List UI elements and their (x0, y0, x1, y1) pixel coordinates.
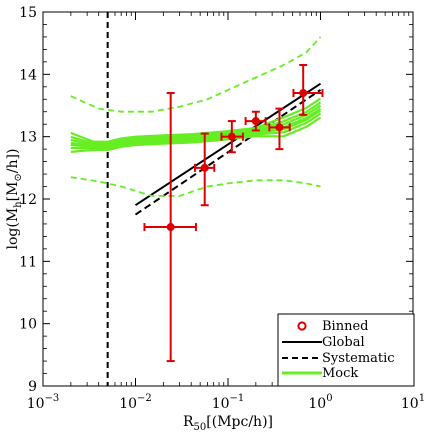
legend-mock-label: Mock (322, 366, 358, 381)
binned-marker (299, 89, 308, 98)
legend-systematic-label: Systematic (322, 351, 395, 366)
legend-global-label: Global (322, 335, 365, 350)
x-tick-label: 101 (401, 393, 425, 412)
x-tick-label: 10−1 (212, 393, 245, 412)
mock-line-6 (70, 97, 322, 143)
y-tick-label: 11 (19, 254, 37, 270)
legend-binned-marker (297, 321, 307, 331)
binned-marker (200, 163, 209, 172)
y-tick-label: 10 (19, 317, 37, 333)
mock-line-4 (70, 104, 322, 146)
x-tick-label: 10−3 (27, 393, 60, 412)
x-axis-label: R50​[(Mpc/h)] (183, 414, 273, 433)
binned-point-2 (220, 120, 244, 154)
binned-marker (251, 117, 260, 126)
legend: Binned Global Systematic Mock (277, 313, 415, 387)
global-fit-line (134, 82, 322, 207)
binned-point-1 (194, 132, 216, 207)
binned-marker (227, 132, 236, 141)
binned-marker (275, 123, 284, 132)
mock-lower-dashed-line (70, 176, 321, 197)
y-tick-label: 13 (19, 130, 37, 146)
y-tick-label: 15 (19, 5, 37, 21)
legend-binned-label: Binned (322, 319, 368, 334)
y-tick-label: 12 (19, 192, 37, 208)
y-tick-label: 14 (19, 67, 37, 83)
mock-line-0 (70, 116, 322, 153)
y-tick-label: 9 (28, 379, 37, 395)
x-tick-label: 100 (308, 393, 332, 412)
mock-line-5 (70, 101, 322, 145)
mock-line-1 (70, 112, 322, 150)
x-tick-label: 10−2 (119, 393, 152, 412)
binned-point-3 (244, 110, 267, 132)
binned-point-5 (292, 63, 324, 116)
y-axis-label: log(Mh​[M⊙​/h]) (5, 149, 24, 250)
binned-marker (166, 223, 175, 232)
binned-point-0 (143, 92, 197, 363)
mock-upper-dashed-line (70, 36, 322, 113)
series-layer (70, 36, 324, 363)
binned-point-4 (268, 107, 291, 151)
